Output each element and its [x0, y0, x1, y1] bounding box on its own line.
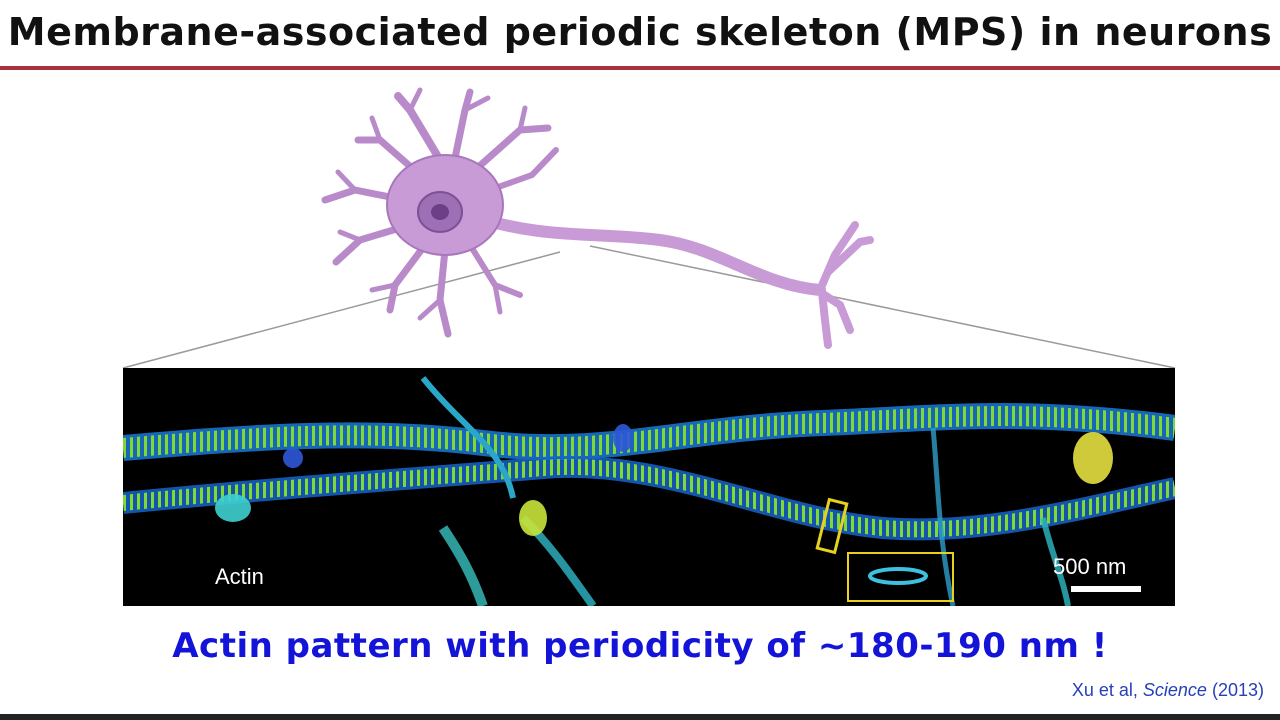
micrograph-image — [123, 376, 1175, 606]
highlight-box-inset — [847, 552, 954, 602]
title-divider — [0, 66, 1280, 70]
scale-bar — [1071, 586, 1141, 592]
zoom-line-right — [589, 245, 1176, 369]
citation-year: (2013) — [1211, 680, 1264, 700]
neuron-nucleolus — [431, 204, 449, 220]
citation-authors: Xu et al, — [1071, 680, 1138, 700]
highlight-box-small — [815, 497, 849, 555]
bottom-border — [0, 714, 1280, 720]
citation-journal: Science — [1142, 680, 1207, 700]
citation: Xu et al, Science (2013) — [1072, 680, 1264, 701]
slide-caption: Actin pattern with periodicity of ~180-1… — [172, 626, 1108, 666]
neuron-axon — [464, 209, 826, 296]
axon-terminals — [816, 221, 874, 349]
slide-title: Membrane-associated periodic skeleton (M… — [7, 10, 1273, 54]
zoom-line-left — [122, 251, 561, 369]
actin-channel-label: Actin — [215, 564, 264, 589]
actin-micrograph: Actin 500 nm — [123, 368, 1175, 606]
scale-bar-label: 500 nm — [1053, 554, 1127, 579]
